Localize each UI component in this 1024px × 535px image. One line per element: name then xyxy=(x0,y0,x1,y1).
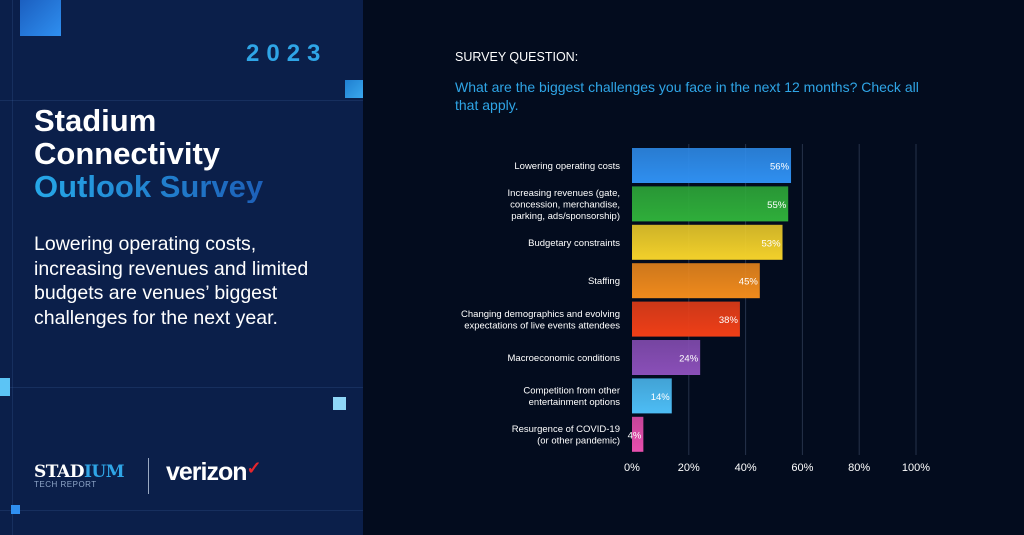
data-label: 14% xyxy=(651,392,671,403)
data-label: 56% xyxy=(770,162,790,173)
data-label: 4% xyxy=(628,430,642,441)
survey-question-label: SURVEY QUESTION: xyxy=(455,50,579,64)
category-label: Macroeconomic conditions xyxy=(508,353,621,364)
grid-line xyxy=(0,510,363,511)
page-title: Stadium Connectivity Outlook Survey xyxy=(34,104,263,203)
grid-line xyxy=(0,100,363,101)
category-label: concession, merchandise, xyxy=(510,199,620,210)
title-line: Stadium xyxy=(34,103,157,138)
decor-square xyxy=(333,397,346,410)
verizon-logo: verizon✓ xyxy=(166,458,262,487)
decor-square xyxy=(11,505,20,514)
data-label: 55% xyxy=(767,200,787,211)
data-label: 38% xyxy=(719,315,739,326)
bar xyxy=(632,224,783,260)
title-line: Connectivity xyxy=(34,136,221,171)
category-label: parking, ads/sponsorship) xyxy=(511,211,620,222)
data-label: 24% xyxy=(679,354,699,365)
category-label: Competition from other xyxy=(523,386,620,397)
category-label: Changing demographics and evolving xyxy=(461,309,620,320)
year: 2023 xyxy=(246,40,328,67)
decor-square xyxy=(20,0,61,36)
grid-line xyxy=(12,0,13,535)
verizon-wordmark: verizon xyxy=(166,458,248,486)
x-tick-label: 60% xyxy=(791,462,813,474)
bar xyxy=(632,378,672,414)
title-line-highlight: Outlook Survey xyxy=(34,169,264,204)
category-label: Budgetary constraints xyxy=(528,238,620,249)
decor-square xyxy=(345,80,363,98)
bar xyxy=(632,263,760,299)
logo-subtext: TECH REPORT xyxy=(34,480,97,489)
x-tick-label: 40% xyxy=(735,462,757,474)
category-label: Increasing revenues (gate, xyxy=(508,188,620,199)
category-label: (or other pandemic) xyxy=(537,436,620,447)
category-label: Resurgence of COVID-19 xyxy=(512,424,620,435)
x-tick-label: 0% xyxy=(624,462,640,474)
category-label: Lowering operating costs xyxy=(514,161,620,172)
stadium-tech-report-logo: STADIUM TECH REPORT xyxy=(34,462,125,489)
category-label: expectations of live events attendees xyxy=(464,320,620,331)
logo-divider xyxy=(148,458,149,494)
grid-line xyxy=(0,387,363,388)
category-label: entertainment options xyxy=(529,397,621,408)
data-label: 45% xyxy=(739,277,759,288)
data-label: 53% xyxy=(762,238,782,249)
decor-square xyxy=(0,378,10,396)
checkmark-icon: ✓ xyxy=(246,458,262,478)
intro-panel: 2023 Stadium Connectivity Outlook Survey… xyxy=(0,0,363,535)
survey-question: What are the biggest challenges you face… xyxy=(455,79,919,113)
bar xyxy=(632,416,644,452)
x-tick-label: 20% xyxy=(678,462,700,474)
category-label: Staffing xyxy=(588,276,620,287)
x-tick-label: 100% xyxy=(902,462,930,474)
bar xyxy=(632,186,789,222)
subtitle: Lowering operating costs, increasing rev… xyxy=(34,233,309,329)
bar xyxy=(632,148,792,183)
bar xyxy=(632,301,740,337)
bar xyxy=(632,340,701,375)
x-tick-label: 80% xyxy=(848,462,870,474)
